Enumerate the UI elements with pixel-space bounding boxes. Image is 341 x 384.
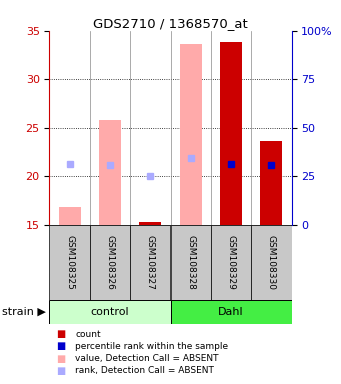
Text: GSM108330: GSM108330 [267,235,276,290]
Text: GSM108326: GSM108326 [105,235,115,290]
Bar [90,225,130,300]
Bar [170,300,292,324]
Title: GDS2710 / 1368570_at: GDS2710 / 1368570_at [93,17,248,30]
Text: ■: ■ [56,341,65,351]
Bar [49,300,170,324]
Text: ■: ■ [56,329,65,339]
Text: rank, Detection Call = ABSENT: rank, Detection Call = ABSENT [75,366,214,376]
Text: percentile rank within the sample: percentile rank within the sample [75,342,228,351]
Text: value, Detection Call = ABSENT: value, Detection Call = ABSENT [75,354,219,363]
Bar [251,225,292,300]
Bar [49,225,90,300]
Bar [170,225,211,300]
Bar [180,44,202,225]
Text: ■: ■ [56,366,65,376]
Text: GSM108325: GSM108325 [65,235,74,290]
Bar [211,225,251,300]
Bar [139,222,161,225]
Text: ■: ■ [56,354,65,364]
Text: count: count [75,329,101,339]
Bar [59,207,81,225]
Text: GSM108329: GSM108329 [226,235,236,290]
Text: Dahl: Dahl [218,307,244,317]
Bar [130,225,170,300]
Text: strain ▶: strain ▶ [2,307,46,317]
Bar [220,42,242,225]
Bar [99,120,121,225]
Text: control: control [91,307,129,317]
Text: GSM108328: GSM108328 [186,235,195,290]
Bar [260,141,282,225]
Text: GSM108327: GSM108327 [146,235,155,290]
